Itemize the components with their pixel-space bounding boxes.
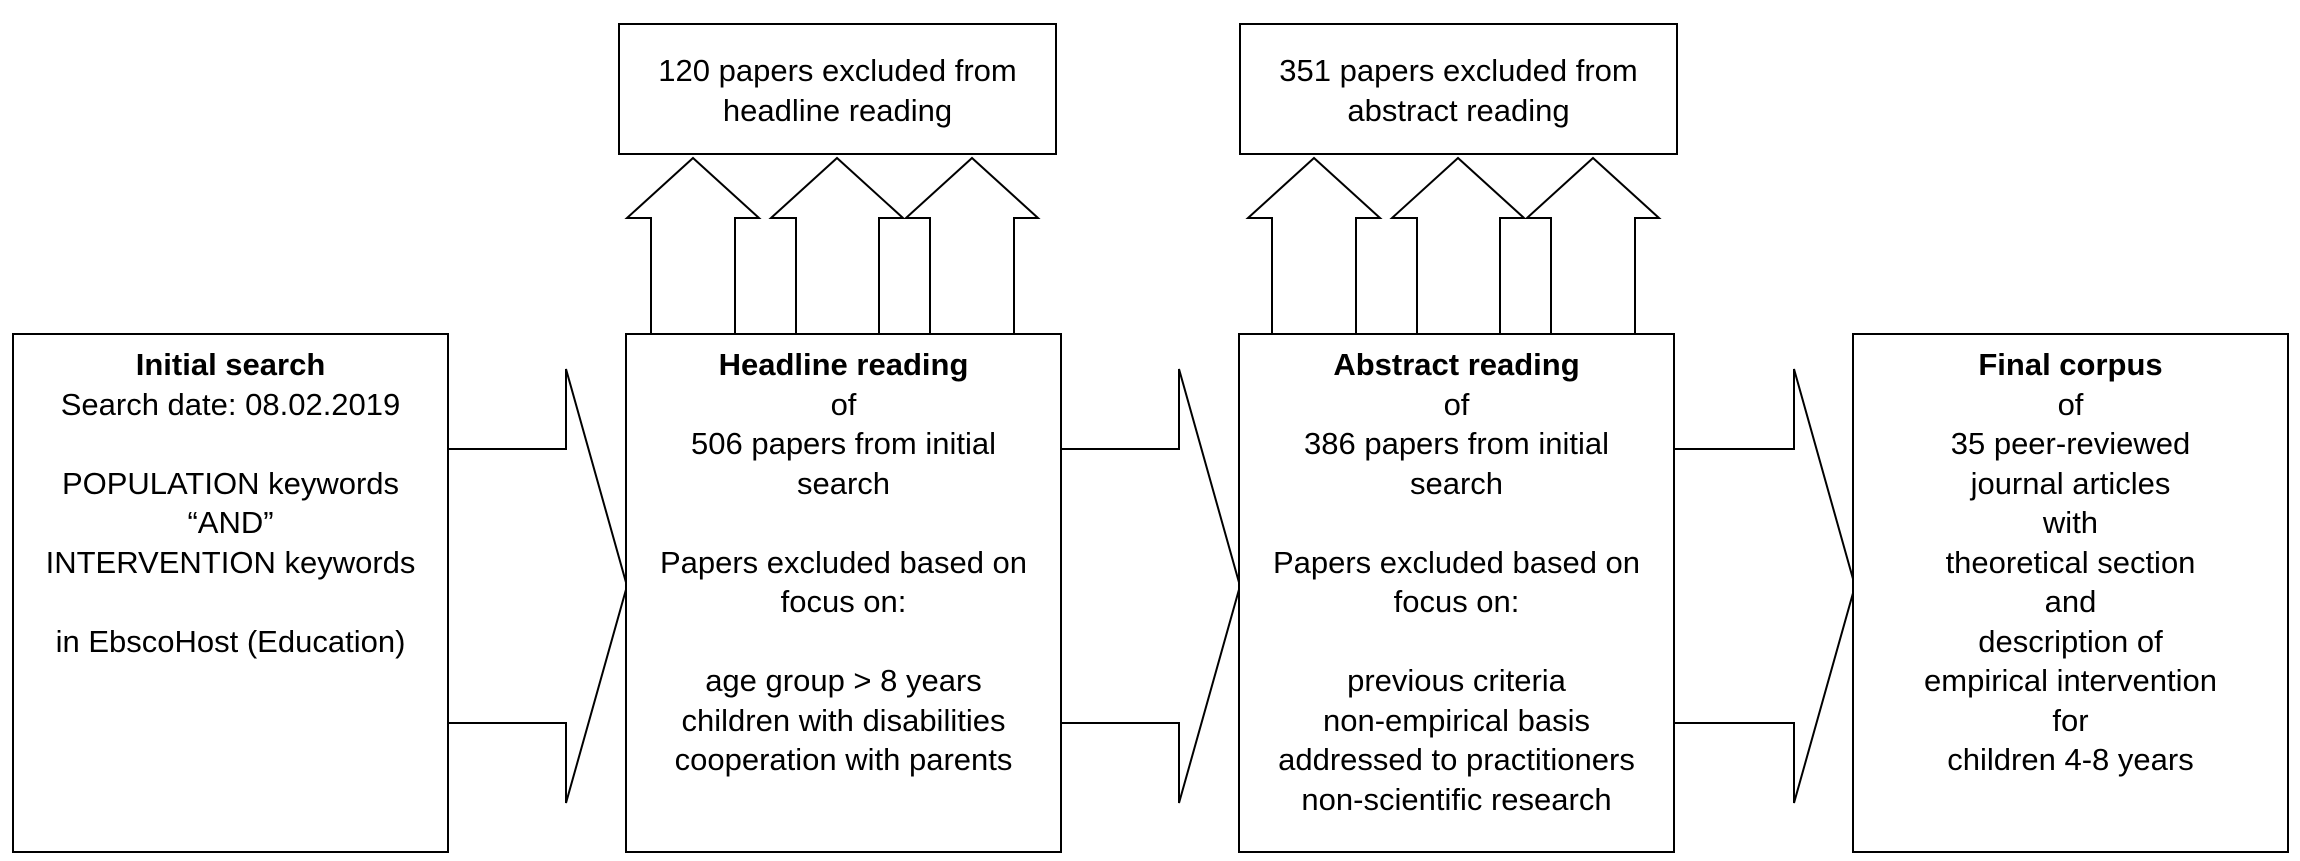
step-initial-search: Initial search Search date: 08.02.2019 P… [12, 333, 449, 853]
step-title: Initial search [135, 347, 326, 382]
step-line: INTERVENTION keywords [45, 544, 416, 580]
right-arrow-icon [1667, 368, 1857, 804]
step-line [627, 622, 1060, 662]
excluded-abstract-line-1: 351 papers excluded from [1279, 53, 1638, 88]
up-arrow-icon [624, 156, 762, 335]
step-line [627, 503, 1060, 543]
step-line: children 4-8 years [1947, 742, 2194, 777]
step-line: previous criteria [1347, 663, 1566, 698]
step-line: search [796, 465, 891, 501]
up-arrow-icon [1245, 156, 1383, 335]
step-line: non-empirical basis [1322, 702, 1591, 738]
step-line: non-scientific research [1301, 781, 1612, 817]
excluded-abstract-box: 351 papers excluded from abstract readin… [1239, 23, 1678, 155]
step-line: in EbscoHost (Education) [55, 623, 406, 659]
step-line: age group > 8 years [705, 663, 982, 698]
step-line: 386 papers from initial [1304, 426, 1609, 461]
step-line [14, 424, 447, 464]
excluded-headline-box: 120 papers excluded from headline readin… [618, 23, 1057, 155]
step-line: Search date: 08.02.2019 [60, 386, 401, 422]
step-line: “AND” [187, 505, 274, 540]
step-line: empirical intervention [1924, 663, 2217, 698]
excluded-headline-line-1: 120 papers excluded from [658, 53, 1017, 88]
step-line: of [830, 386, 857, 422]
step-line: theoretical section [1945, 544, 2196, 580]
step-line [1240, 622, 1673, 662]
up-arrow-icon [1389, 156, 1527, 335]
step-title: Abstract reading [1333, 347, 1580, 382]
up-arrow-icon [903, 156, 1041, 335]
step-line: 506 papers from initial [691, 426, 996, 461]
step-line: focus on: [780, 584, 907, 619]
step-line: Papers excluded based on [1272, 544, 1641, 580]
step-line: search [1409, 465, 1504, 501]
step-line: for [2052, 702, 2089, 738]
step-line: 35 peer-reviewed [1950, 426, 2191, 461]
step-line: of [1443, 386, 1470, 422]
step-abstract-reading: Abstract reading of 386 papers from init… [1238, 333, 1675, 853]
step-line: and [2044, 584, 2097, 619]
step-line: children with disabilities [681, 702, 1006, 738]
step-line: Papers excluded based on [659, 544, 1028, 580]
step-title: Headline reading [718, 347, 969, 382]
step-line: POPULATION keywords [61, 465, 400, 501]
excluded-headline-line-2: headline reading [722, 92, 953, 128]
step-line: description of [1978, 623, 2163, 659]
step-line: focus on: [1393, 584, 1520, 619]
step-line: cooperation with parents [674, 742, 1013, 777]
step-headline-reading: Headline reading of 506 papers from init… [625, 333, 1062, 853]
step-line [14, 582, 447, 622]
right-arrow-icon [439, 368, 629, 804]
right-arrow-icon [1052, 368, 1242, 804]
step-final-corpus: Final corpus of 35 peer-reviewed journal… [1852, 333, 2289, 853]
up-arrow-icon [768, 156, 906, 335]
step-line: addressed to practitioners [1278, 742, 1635, 777]
step-line [1240, 503, 1673, 543]
step-line: with [2042, 505, 2099, 540]
step-line: journal articles [1970, 465, 2171, 501]
up-arrow-icon [1524, 156, 1662, 335]
step-title: Final corpus [1978, 347, 2163, 382]
step-line: of [2057, 386, 2084, 422]
excluded-abstract-line-2: abstract reading [1347, 92, 1570, 128]
